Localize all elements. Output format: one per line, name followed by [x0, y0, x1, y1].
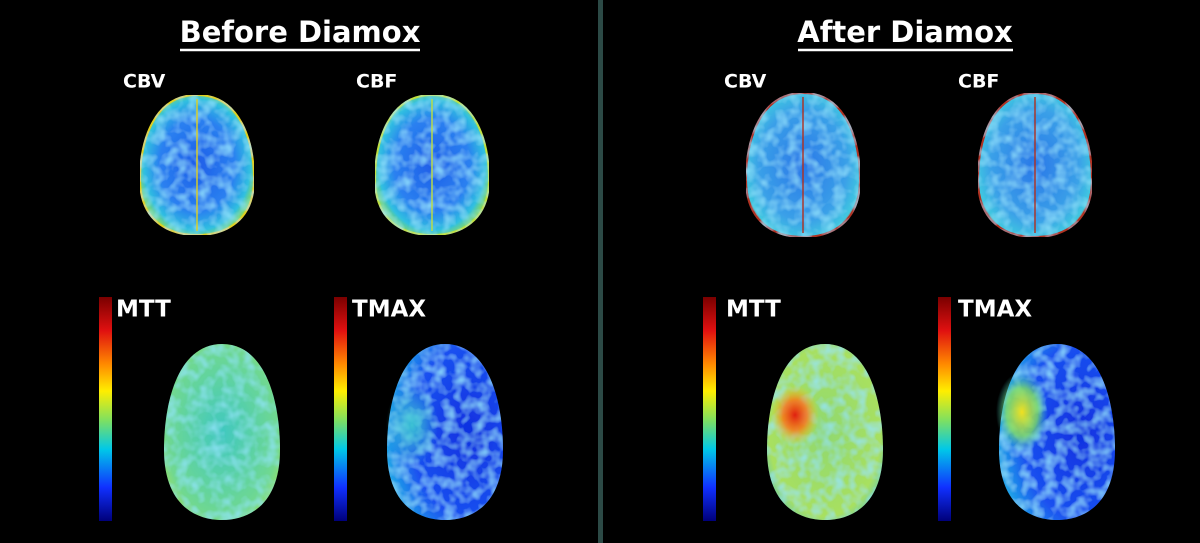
- map-label: TMAX: [958, 297, 1032, 323]
- brain-maps: [138, 91, 1115, 520]
- panel-title: After Diamox: [797, 15, 1013, 49]
- brain-map: [138, 93, 256, 237]
- brain-map: [373, 93, 491, 237]
- brain-map: [976, 91, 1094, 239]
- panel-title: Before Diamox: [180, 15, 421, 49]
- map-label: MTT: [726, 297, 781, 323]
- brain-map: [164, 344, 280, 520]
- panel-after: After Diamox CBV CBF MTT TMAX: [703, 15, 1032, 521]
- brain-detail: [996, 372, 1048, 452]
- brain-map: [744, 91, 862, 239]
- brain-map: [767, 344, 883, 520]
- brain-detail: [386, 385, 438, 465]
- brain-map: [996, 344, 1115, 520]
- panel-before: Before Diamox CBV CBF MTT TMAX: [99, 15, 426, 521]
- map-label: CBF: [356, 71, 397, 93]
- brain-map: [386, 344, 503, 520]
- map-label: CBV: [123, 71, 166, 93]
- color-bar: [938, 297, 951, 521]
- color-bar: [334, 297, 347, 521]
- color-bar: [99, 297, 112, 521]
- map-label: CBV: [724, 71, 767, 93]
- color-bar: [703, 297, 716, 521]
- map-label: MTT: [116, 297, 171, 323]
- brain-detail: [771, 385, 819, 445]
- map-label: TMAX: [352, 297, 426, 323]
- divider: [598, 0, 603, 543]
- brain-shape: [164, 344, 280, 520]
- map-label: CBF: [958, 71, 999, 93]
